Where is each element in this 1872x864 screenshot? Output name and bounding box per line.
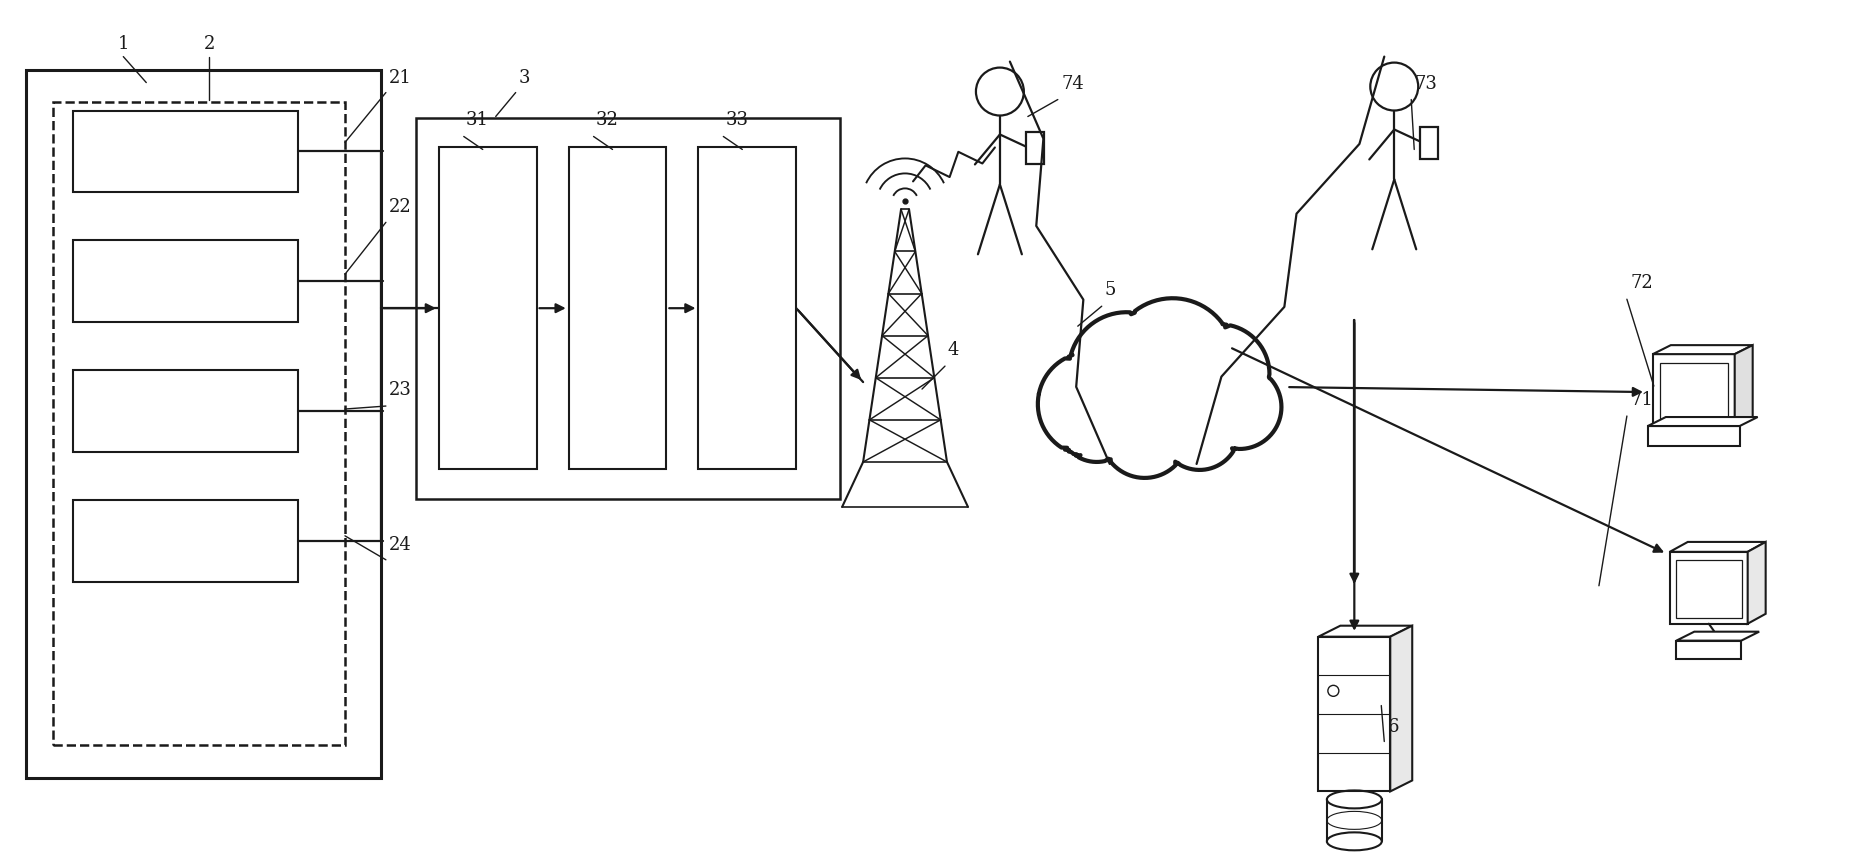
Text: 4: 4 [947,341,958,359]
Text: 5: 5 [1104,281,1116,299]
Text: 3: 3 [519,68,530,86]
Polygon shape [1748,542,1765,624]
Bar [73,111,298,193]
Bar [1026,132,1045,164]
Bar [438,148,537,469]
Bar [73,240,298,322]
Polygon shape [1675,632,1760,641]
Bar [569,148,666,469]
Text: 6: 6 [1387,717,1398,735]
Bar [698,148,796,469]
Bar [73,370,298,452]
Text: 72: 72 [1631,274,1653,292]
Polygon shape [1735,345,1752,426]
Bar [1653,354,1735,426]
Text: 33: 33 [724,111,749,130]
Bar [416,118,841,499]
Polygon shape [1647,417,1758,426]
Bar [73,500,298,581]
Text: 74: 74 [1061,74,1084,92]
Bar [1675,641,1741,658]
Polygon shape [1670,542,1765,552]
Text: 71: 71 [1631,391,1653,409]
Bar [1660,363,1728,419]
Text: 21: 21 [389,68,412,86]
Text: 1: 1 [118,35,129,53]
Polygon shape [1318,626,1411,637]
Text: 31: 31 [466,111,489,130]
Text: 2: 2 [204,35,215,53]
Bar [1318,637,1391,791]
Text: 22: 22 [389,199,412,216]
Polygon shape [1391,626,1411,791]
Bar [1421,128,1438,160]
Bar [26,70,380,778]
Text: 24: 24 [389,536,412,554]
Bar [1675,560,1741,618]
Text: 23: 23 [389,381,412,399]
Bar [1670,552,1748,624]
Text: 73: 73 [1413,74,1438,92]
Bar [54,102,344,746]
Polygon shape [1653,345,1752,354]
Bar [1647,426,1739,446]
Text: 32: 32 [595,111,618,130]
